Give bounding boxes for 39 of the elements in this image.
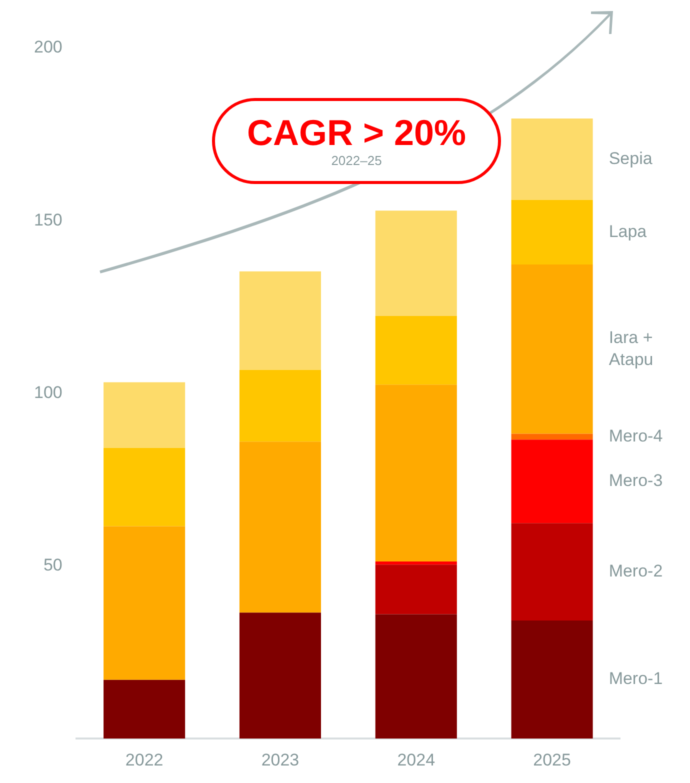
- bar: [375, 561, 457, 565]
- bar: [104, 680, 186, 739]
- series-label: Mero-1: [608, 669, 663, 688]
- bar: [239, 370, 321, 442]
- x-tick-label: 2023: [261, 750, 300, 770]
- series-label: Mero-4: [608, 426, 663, 446]
- bar: [375, 316, 457, 385]
- y-tick-label: 150: [34, 210, 62, 230]
- y-tick-label: 200: [34, 38, 62, 57]
- bar: [375, 210, 457, 316]
- series-label: Iara + Atapu: [608, 328, 654, 369]
- bar: [511, 434, 593, 440]
- bar: [104, 448, 186, 526]
- x-tick-label: 2024: [397, 750, 436, 770]
- bar: [511, 264, 593, 434]
- y-tick-label: 50: [43, 556, 62, 575]
- bar: [239, 442, 321, 613]
- x-tick-label: 2025: [533, 750, 571, 770]
- bar: [375, 564, 457, 614]
- annotation: CAGR > 20%: [246, 112, 468, 153]
- bar: [104, 382, 186, 448]
- bar: [511, 620, 593, 739]
- rounded-outline: CAGR > 20% 2022–25: [212, 98, 501, 184]
- bar: [375, 614, 457, 739]
- bar: [511, 200, 593, 265]
- series-label: Lapa: [608, 222, 648, 241]
- series-label: Sepia: [608, 148, 653, 168]
- series-label: Mero-2: [608, 562, 663, 581]
- bar: [375, 384, 457, 562]
- x-tick-label: 2022: [125, 750, 164, 770]
- bar: [239, 271, 321, 370]
- annotation: 2022–25: [330, 153, 383, 169]
- bar: [104, 526, 186, 680]
- y-tick-label: 100: [34, 382, 62, 402]
- bar: [511, 118, 593, 200]
- bar: [511, 523, 593, 621]
- bar: [511, 440, 593, 524]
- bar: [239, 612, 321, 739]
- series-label: Mero-3: [608, 471, 663, 490]
